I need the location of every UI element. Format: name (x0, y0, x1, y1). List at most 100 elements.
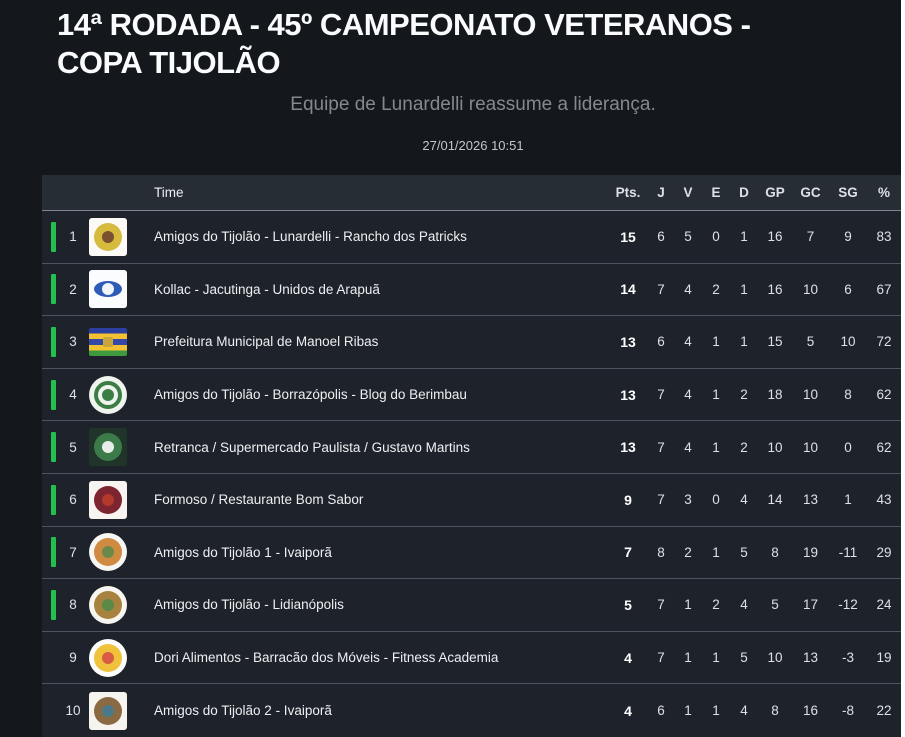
stat-j: 7 (657, 650, 665, 666)
stat-gp: 14 (767, 492, 783, 508)
qualification-bar (51, 589, 56, 620)
stat-pct: 67 (876, 281, 892, 297)
qualification-bar (51, 432, 56, 463)
team-name: Amigos do Tijolão - Lidianópolis (154, 597, 344, 613)
stat-e: 1 (712, 650, 720, 666)
col-v: V (683, 185, 693, 200)
stat-pct: 29 (876, 544, 892, 560)
col-gc: GC (800, 185, 821, 200)
stat-j: 7 (657, 387, 665, 403)
table-row: 2 Kollac - Jacutinga - Unidos de Arapuã … (42, 263, 901, 317)
stat-d: 1 (740, 229, 748, 245)
stat-sg: -8 (841, 703, 854, 719)
standings-header: Time Pts. J V E D GP GC SG % (42, 175, 901, 211)
stat-gp: 16 (767, 281, 783, 297)
stat-e: 0 (712, 492, 720, 508)
team-logo (89, 428, 127, 467)
col-time: Time (154, 185, 184, 200)
page-header: 14ª RODADA - 45º CAMPEONATO VETERANOS - … (0, 0, 905, 153)
stat-e: 2 (712, 281, 720, 297)
stat-d: 5 (740, 544, 748, 560)
stat-d: 4 (740, 492, 748, 508)
team-logo (89, 217, 127, 256)
position: 1 (69, 229, 77, 245)
stat-sg: 1 (844, 492, 852, 508)
stat-gc: 16 (802, 703, 819, 719)
col-pts: Pts. (615, 185, 641, 200)
team-logo-detail (102, 651, 114, 664)
stat-j: 6 (657, 229, 665, 245)
team-logo (89, 270, 127, 309)
team-logo-detail (102, 283, 114, 296)
col-gp: GP (765, 185, 785, 200)
team-logo (89, 327, 127, 356)
position: 9 (69, 650, 77, 666)
position: 4 (69, 387, 77, 403)
stat-sg: -3 (841, 650, 854, 666)
page-title-line2: COPA TIJOLÃO (57, 45, 281, 80)
qualification-bar (51, 221, 56, 252)
stat-j: 7 (657, 597, 665, 613)
stat-v: 2 (684, 544, 692, 560)
team-name: Amigos do Tijolão - Lunardelli - Rancho … (154, 229, 467, 245)
col-pct: % (877, 185, 890, 200)
qualification-bar (51, 379, 56, 410)
position: 6 (69, 492, 77, 508)
qualification-bar (51, 326, 56, 357)
stat-sg: -11 (838, 544, 858, 560)
stat-v: 4 (684, 439, 692, 455)
stat-d: 2 (740, 387, 748, 403)
stat-pts: 14 (620, 281, 636, 298)
stat-gp: 8 (771, 703, 779, 719)
stat-v: 5 (684, 229, 692, 245)
stat-j: 7 (657, 439, 665, 455)
stat-pts: 4 (624, 649, 632, 666)
position: 8 (69, 597, 77, 613)
stat-d: 2 (740, 439, 748, 455)
qualification-bar (51, 537, 56, 568)
team-logo-detail (102, 704, 114, 717)
stat-e: 1 (712, 334, 720, 350)
table-row: 9 Dori Alimentos - Barracão dos Móveis -… (42, 631, 901, 685)
stat-pct: 72 (876, 334, 892, 350)
standings-body: 1 Amigos do Tijolão - Lunardelli - Ranch… (42, 211, 901, 737)
stat-pct: 62 (876, 387, 892, 403)
stat-sg: 6 (844, 281, 852, 297)
team-logo (89, 480, 127, 519)
stat-gc: 10 (802, 387, 819, 403)
page-title: 14ª RODADA - 45º CAMPEONATO VETERANOS - … (57, 6, 905, 82)
stat-gc: 13 (802, 650, 819, 666)
stat-e: 1 (712, 703, 720, 719)
stat-pts: 9 (624, 491, 632, 508)
team-name: Retranca / Supermercado Paulista / Gusta… (154, 439, 470, 455)
team-logo-detail (102, 388, 114, 401)
stat-gp: 8 (771, 544, 779, 560)
table-row: 1 Amigos do Tijolão - Lunardelli - Ranch… (42, 211, 901, 264)
position: 3 (69, 334, 77, 350)
team-logo (89, 691, 127, 730)
team-logo (89, 533, 127, 572)
position: 7 (69, 544, 77, 560)
stat-sg: -12 (838, 597, 858, 613)
stat-pts: 13 (620, 439, 636, 456)
stat-pct: 24 (876, 597, 892, 613)
stat-v: 1 (684, 703, 692, 719)
table-row: 3 Prefeitura Municipal de Manoel Ribas 1… (42, 316, 901, 369)
stat-gc: 19 (802, 544, 819, 560)
standings-table: Time Pts. J V E D GP GC SG % 1 Amigos do… (42, 175, 901, 737)
team-logo-detail (102, 230, 114, 243)
team-logo-detail (102, 546, 114, 559)
stat-pts: 7 (624, 544, 632, 561)
stat-v: 1 (684, 597, 692, 613)
team-name: Amigos do Tijolão 2 - Ivaiporã (154, 703, 332, 719)
team-logo-detail (102, 441, 114, 454)
table-row: 10 Amigos do Tijolão 2 - Ivaiporã 4 6 1 … (42, 684, 901, 737)
page-subtitle: Equipe de Lunardelli reassume a lideranç… (290, 94, 656, 115)
table-row: 4 Amigos do Tijolão - Borrazópolis - Blo… (42, 368, 901, 422)
stat-v: 4 (684, 387, 692, 403)
stat-j: 6 (657, 703, 665, 719)
stat-pts: 13 (620, 333, 636, 350)
col-j: J (657, 185, 665, 200)
stat-gc: 7 (806, 229, 815, 245)
team-logo-detail (102, 493, 114, 506)
